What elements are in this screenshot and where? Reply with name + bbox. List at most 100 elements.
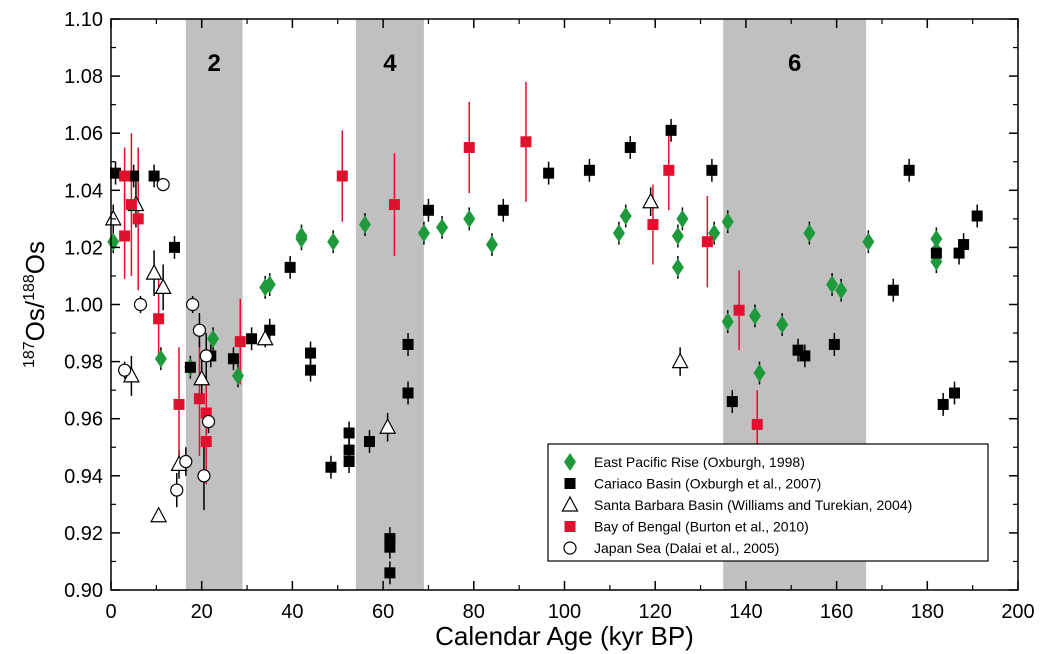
y-axis-title-sup1: 187 xyxy=(21,341,38,368)
data-point-s1-p14 xyxy=(343,444,355,456)
x-tick-label: 0 xyxy=(105,601,116,623)
legend-entry-1: East Pacific Rise (Oxburgh, 1998) xyxy=(594,454,805,470)
y-tick-label: 1.04 xyxy=(64,180,103,202)
legend-entry-4: Bay of Bengal (Burton et al., 2010) xyxy=(594,519,809,535)
data-point-s3-p2 xyxy=(125,199,137,211)
data-point-s0-p18 xyxy=(671,258,684,277)
data-point-s0-p1 xyxy=(154,349,167,368)
shaded-band-2 xyxy=(355,19,424,590)
data-point-s0-p29 xyxy=(862,232,875,251)
data-point-s1-p38 xyxy=(953,247,965,259)
data-point-s2-p10 xyxy=(642,192,660,209)
data-point-s0-p30 xyxy=(930,229,943,248)
y-tick-label: 1.02 xyxy=(64,237,103,259)
data-point-s0-p27 xyxy=(826,275,839,294)
data-point-s2-p11 xyxy=(671,352,689,369)
data-point-s1-p25 xyxy=(583,164,595,176)
data-point-s2-p5 xyxy=(154,278,172,294)
data-point-s3-p10 xyxy=(336,170,348,182)
data-point-s1-p8 xyxy=(264,324,276,336)
data-point-s1-p27 xyxy=(665,124,677,136)
band-label-1: 2 xyxy=(207,50,220,77)
data-point-s3-p18 xyxy=(751,418,763,430)
data-point-s1-p19 xyxy=(384,567,396,579)
data-point-s3-p12 xyxy=(463,141,475,153)
x-tick-label: 40 xyxy=(281,601,303,623)
data-point-s3-p1 xyxy=(119,230,131,242)
data-point-s2-p7 xyxy=(193,369,211,386)
data-point-s1-p18 xyxy=(384,541,396,553)
data-points xyxy=(104,124,983,579)
y-tick-label: 0.94 xyxy=(64,466,103,488)
x-tick-label: 200 xyxy=(1001,601,1034,623)
data-point-s1-p32 xyxy=(828,338,840,350)
data-point-s1-p10 xyxy=(305,347,317,359)
data-point-s3-p8 xyxy=(200,436,212,448)
data-point-s1-p26 xyxy=(624,141,636,153)
data-point-s1-p28 xyxy=(706,164,718,176)
data-point-s1-p16 xyxy=(363,436,375,448)
data-point-s4-p2 xyxy=(156,177,170,192)
data-point-s1-p21 xyxy=(402,387,414,399)
data-point-s4-p3 xyxy=(170,483,184,497)
data-point-s0-p22 xyxy=(721,312,734,331)
data-point-s1-p39 xyxy=(958,239,970,251)
y-axis-title-main2: Os xyxy=(20,241,50,274)
data-point-s1-p30 xyxy=(792,344,804,356)
data-point-s1-p20 xyxy=(402,338,414,350)
y-axis-title: 187Os/188Os xyxy=(20,241,50,368)
y-tick-label: 0.98 xyxy=(64,352,103,374)
data-point-s3-p13 xyxy=(520,136,532,148)
data-point-s2-p8 xyxy=(256,329,274,346)
x-tick-label: 160 xyxy=(820,601,853,623)
data-point-s0-p19 xyxy=(676,209,689,228)
data-point-s4-p6 xyxy=(192,323,207,337)
data-point-s0-p28 xyxy=(835,281,848,300)
data-point-s1-p40 xyxy=(971,210,983,222)
data-point-s2-p3 xyxy=(145,263,163,280)
data-point-s1-p4 xyxy=(184,361,196,373)
data-point-s1-p3 xyxy=(168,241,180,253)
x-tick-label: 100 xyxy=(548,601,581,623)
y-tick-label: 1.00 xyxy=(64,295,103,317)
data-point-s0-p11 xyxy=(417,224,430,243)
data-point-s3-p6 xyxy=(193,393,205,405)
y-axis-title-main1: Os/ xyxy=(20,300,50,341)
legend-entry-2: Cariaco Basin (Oxburgh et al., 2007) xyxy=(594,476,821,492)
data-point-s1-p11 xyxy=(305,364,317,376)
data-point-s3-p17 xyxy=(733,304,745,316)
x-tick-label: 20 xyxy=(191,601,213,623)
data-point-s1-p7 xyxy=(246,333,258,345)
data-point-s1-p9 xyxy=(284,261,296,273)
data-point-s3-p7 xyxy=(200,407,212,419)
data-point-s3-p9 xyxy=(234,336,246,348)
data-point-s0-p6 xyxy=(263,275,276,294)
data-point-s0-p8 xyxy=(295,229,308,248)
x-tick-label: 60 xyxy=(372,601,394,623)
y-axis-title-sup2: 188 xyxy=(21,274,38,301)
data-point-s0-p24 xyxy=(753,364,766,383)
data-point-s0-p15 xyxy=(612,224,625,243)
data-point-s3-p3 xyxy=(132,213,144,225)
data-point-s1-p35 xyxy=(930,247,942,259)
data-point-s0-p12 xyxy=(436,218,449,237)
y-tick-label: 1.08 xyxy=(64,66,103,88)
legend-entry-3: Santa Barbara Basin (Williams and Tureki… xyxy=(594,497,912,513)
legend-marker-1 xyxy=(564,453,576,471)
y-tick-label: 0.96 xyxy=(64,409,103,431)
legend-marker-3 xyxy=(561,495,579,512)
x-axis-title: Calendar Age (kyr BP) xyxy=(435,621,694,651)
data-point-s4-p1 xyxy=(133,297,148,312)
data-point-s1-p0 xyxy=(110,167,122,179)
data-point-s4-p4 xyxy=(179,454,193,469)
data-point-s1-p37 xyxy=(949,387,961,399)
data-point-s0-p14 xyxy=(485,235,498,254)
y-tick-label: 0.92 xyxy=(64,523,103,545)
data-point-s3-p4 xyxy=(153,313,165,325)
x-tick-label: 120 xyxy=(639,601,672,623)
data-point-s0-p4 xyxy=(231,366,244,385)
y-tick-label: 1.06 xyxy=(64,123,103,145)
data-point-s1-p6 xyxy=(227,353,239,365)
data-point-s3-p15 xyxy=(647,219,659,231)
